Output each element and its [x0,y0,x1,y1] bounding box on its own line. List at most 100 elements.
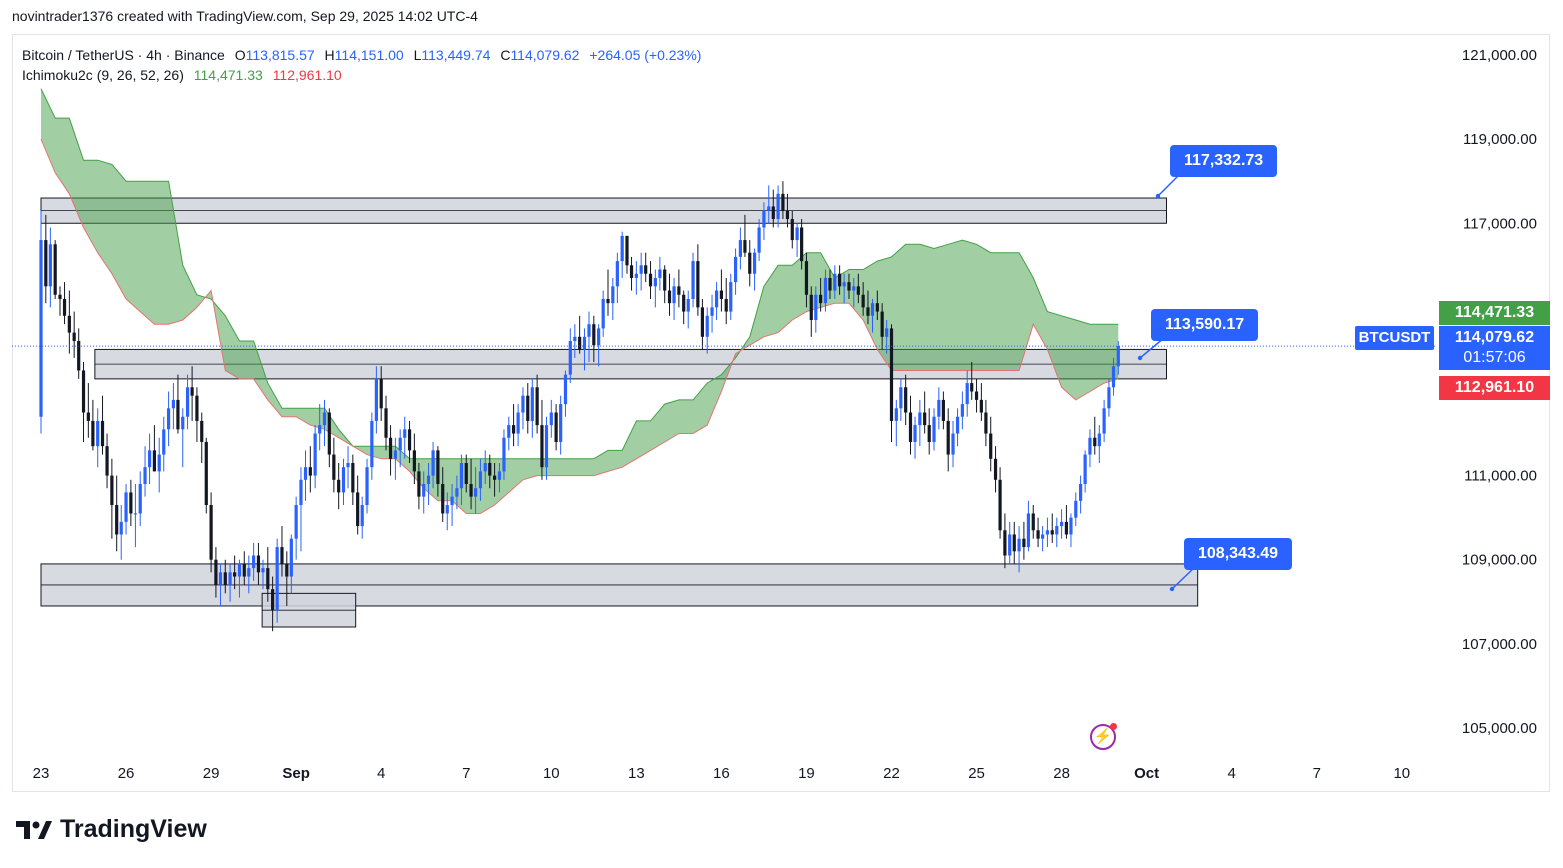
candle [790,210,794,249]
candle-body [795,227,799,241]
chart-frame[interactable] [12,34,1550,792]
candle-body [67,315,71,333]
candle-body [800,227,804,262]
candle [247,555,251,594]
candle [398,429,402,468]
candle [682,290,686,325]
candle-body [1022,538,1026,548]
candle-body [828,277,832,291]
attribution: novintrader1376 created with TradingView… [12,8,478,24]
candle [658,256,662,291]
candle [1083,450,1087,493]
x-tick-label: 10 [543,765,560,782]
candle [998,467,1002,539]
candle-body [214,559,218,585]
candle-body [426,475,431,485]
candle-body [275,547,279,611]
candle [417,462,421,510]
candle-body [1107,387,1111,409]
candle [407,420,412,463]
candle [266,547,270,602]
candle [252,542,256,581]
candle [526,383,530,434]
candle [469,458,473,510]
legend-open: 113,815.57 [245,47,315,63]
candle-body [526,395,530,421]
candle [989,416,993,472]
candle [91,399,95,451]
candle [913,416,917,459]
candle-body [223,572,227,585]
candle [474,467,478,514]
candle [823,269,828,312]
candle [696,244,700,316]
candle-body [937,399,941,417]
candle [809,286,813,337]
candle [48,227,52,308]
candle-body [540,425,544,468]
candle [388,425,393,476]
candle-body [162,429,166,455]
candle-body [388,437,393,459]
candle [356,475,360,535]
candle-body [48,244,52,287]
candle-body [918,412,922,426]
callout-pointer-0 [1157,173,1181,197]
candle-body [455,488,459,497]
candle-body [1003,530,1007,556]
candles [39,181,1120,632]
candle-body [247,568,251,577]
candle [313,425,317,489]
price-callout-middle[interactable]: 113,590.17 [1151,309,1259,341]
candle [223,559,227,594]
candle-body [422,484,426,497]
x-tick-label: 19 [798,765,815,782]
candle [441,467,445,522]
candle-body [705,315,709,337]
candle [908,395,913,455]
candle [606,269,610,316]
candle-body [58,294,62,299]
candle-body [341,467,346,493]
candle [530,378,534,438]
candle-body [190,387,194,396]
candle-body [1017,538,1021,552]
candle [105,433,109,489]
candle-body [535,387,539,426]
candle-body [96,420,100,447]
candle [927,408,931,455]
candle [852,277,856,308]
candle-body [360,505,364,527]
candle-body [601,298,605,329]
candle [1045,517,1050,548]
candle-body [960,404,964,417]
candle-body [677,286,681,295]
candle [493,462,497,497]
candle [1008,521,1012,564]
candle [762,202,766,241]
candle-body [516,412,520,434]
candle [710,294,714,333]
candle [634,261,638,295]
candle-body [171,399,175,409]
candle [157,437,161,493]
candle [866,290,870,325]
candle-body [767,206,771,211]
price-callout-upper[interactable]: 117,332.73 [1170,145,1278,177]
lightning-icon[interactable]: ⚡ [1090,723,1117,750]
tradingview-logo[interactable]: TradingView [16,815,207,844]
legend-indicator: Ichimoku2c (9, 26, 52, 26) [22,67,184,83]
candle [993,446,998,493]
candle [261,559,265,590]
candle [185,374,190,430]
candle-body [578,336,582,350]
candle-body [686,298,690,312]
candle-body [989,433,993,459]
candle-body [181,416,185,430]
candle [1022,521,1026,560]
price-callout-lower[interactable]: 108,343.49 [1184,538,1293,570]
ichimoku-cloud [40,88,1119,514]
candle [743,214,747,257]
candle-body [667,290,672,304]
